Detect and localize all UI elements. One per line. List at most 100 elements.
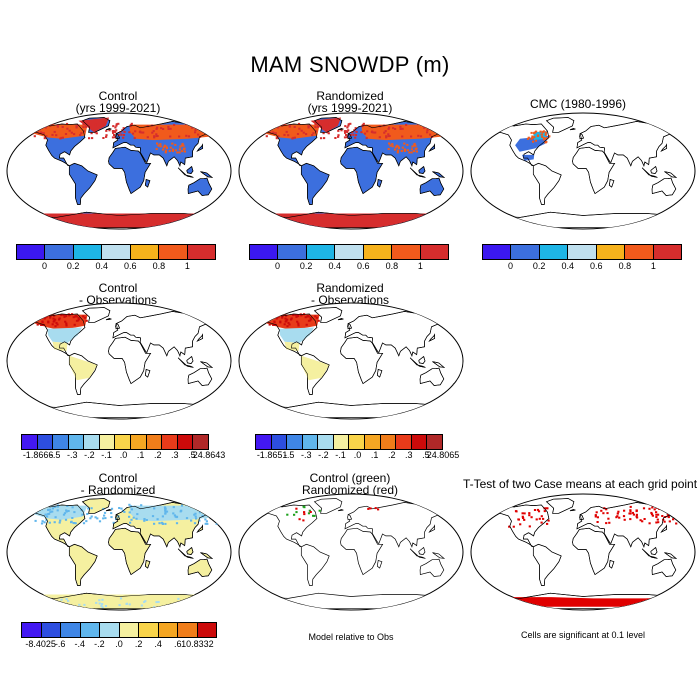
grid-cell — [64, 518, 68, 521]
grid-cell — [58, 317, 61, 320]
grid-cell — [517, 518, 520, 521]
grid-cell — [151, 515, 155, 518]
grid-cell — [298, 518, 301, 521]
grid-cell — [183, 150, 186, 153]
grid-cell — [283, 323, 286, 326]
grid-cell — [594, 514, 597, 517]
colorbar-swatch — [365, 435, 381, 449]
grid-cell — [174, 143, 177, 146]
colorbar-tick-label: 0.2 — [66, 261, 80, 271]
colorbar-swatch — [45, 245, 74, 259]
grid-cell — [41, 603, 44, 605]
colorbar-swatch — [100, 623, 120, 637]
coastline — [576, 502, 681, 548]
grid-cell — [37, 131, 40, 134]
grid-cell — [387, 133, 390, 136]
grid-cell — [289, 318, 293, 321]
grid-cell — [430, 123, 434, 126]
grid-cell — [419, 135, 423, 138]
grid-cell — [195, 517, 198, 520]
grid-cell — [616, 512, 619, 515]
coastline — [569, 509, 576, 512]
grid-cell — [351, 131, 354, 134]
grid-cell — [615, 516, 618, 519]
grid-cell — [164, 512, 167, 515]
coastline — [186, 165, 194, 174]
grid-cell — [363, 132, 367, 135]
grid-cell — [295, 507, 298, 510]
grid-cell — [53, 314, 56, 317]
coastline — [144, 559, 151, 569]
coastline — [545, 117, 575, 133]
grid-cell — [175, 522, 179, 525]
grid-cell — [206, 522, 209, 525]
grid-cell — [378, 136, 381, 139]
colorbar-swatch — [193, 435, 208, 449]
grid-cell — [204, 522, 207, 525]
coastline — [660, 524, 668, 533]
grid-cell — [198, 511, 202, 514]
grid-cell — [130, 122, 133, 125]
grid-cell — [303, 511, 306, 514]
grid-cell — [155, 127, 158, 130]
grid-cell — [59, 519, 62, 522]
grid-cell — [385, 135, 388, 138]
grid-cell — [43, 521, 46, 524]
grid-cell — [62, 314, 65, 316]
colorbar-tick-label: 0.4 — [328, 261, 341, 271]
coastline — [105, 318, 112, 321]
grid-cell — [668, 520, 671, 523]
grid-cell — [140, 504, 143, 507]
grid-cell — [161, 148, 165, 151]
coastline — [186, 546, 194, 555]
grid-cell — [411, 145, 414, 148]
grid-cell — [366, 130, 369, 133]
grid-cell — [64, 133, 68, 135]
panel-title-line2: - Observations — [310, 293, 390, 307]
grid-cell — [362, 122, 365, 125]
grid-cell — [629, 510, 632, 513]
grid-cell — [657, 513, 660, 516]
grid-cell — [65, 598, 68, 600]
grid-cell — [130, 518, 133, 521]
coastline — [144, 368, 151, 378]
grid-cell — [545, 131, 548, 134]
panel-title-line1: Control — [98, 89, 138, 103]
land-afr — [340, 527, 384, 576]
grid-cell — [60, 314, 63, 317]
grid-cell — [79, 134, 82, 136]
grid-cell — [537, 510, 541, 513]
grid-cell — [155, 148, 158, 150]
grid-cell — [206, 503, 209, 506]
grid-cell — [635, 510, 638, 513]
grid-cell — [44, 136, 47, 139]
grid-cell — [73, 323, 76, 326]
grid-cell — [198, 519, 201, 522]
grid-cell — [406, 143, 409, 146]
grid-cell — [40, 323, 43, 326]
grid-cell — [314, 123, 317, 126]
grid-cell — [383, 131, 386, 134]
grid-cell — [312, 132, 315, 135]
grid-cell — [298, 127, 301, 130]
colorbar-swatch — [187, 245, 215, 259]
colorbar-swatch — [427, 435, 442, 449]
grid-cell — [413, 142, 416, 145]
grid-cell — [288, 125, 291, 128]
coastline — [105, 509, 112, 512]
coastline — [23, 592, 215, 609]
grid-cell — [114, 131, 117, 133]
grid-cell — [47, 597, 50, 600]
grid-cell — [631, 511, 634, 514]
grid-cell — [283, 133, 286, 136]
colorbar-tick-label: 1 — [650, 261, 656, 271]
grid-cell — [81, 513, 84, 516]
grid-cell — [102, 137, 105, 139]
grid-cell — [77, 316, 80, 319]
grid-cell — [155, 601, 158, 604]
grid-cell — [294, 314, 297, 316]
grid-cell — [54, 318, 57, 321]
grid-cell — [403, 148, 406, 151]
grid-cell — [635, 515, 638, 518]
grid-cell — [267, 126, 270, 129]
